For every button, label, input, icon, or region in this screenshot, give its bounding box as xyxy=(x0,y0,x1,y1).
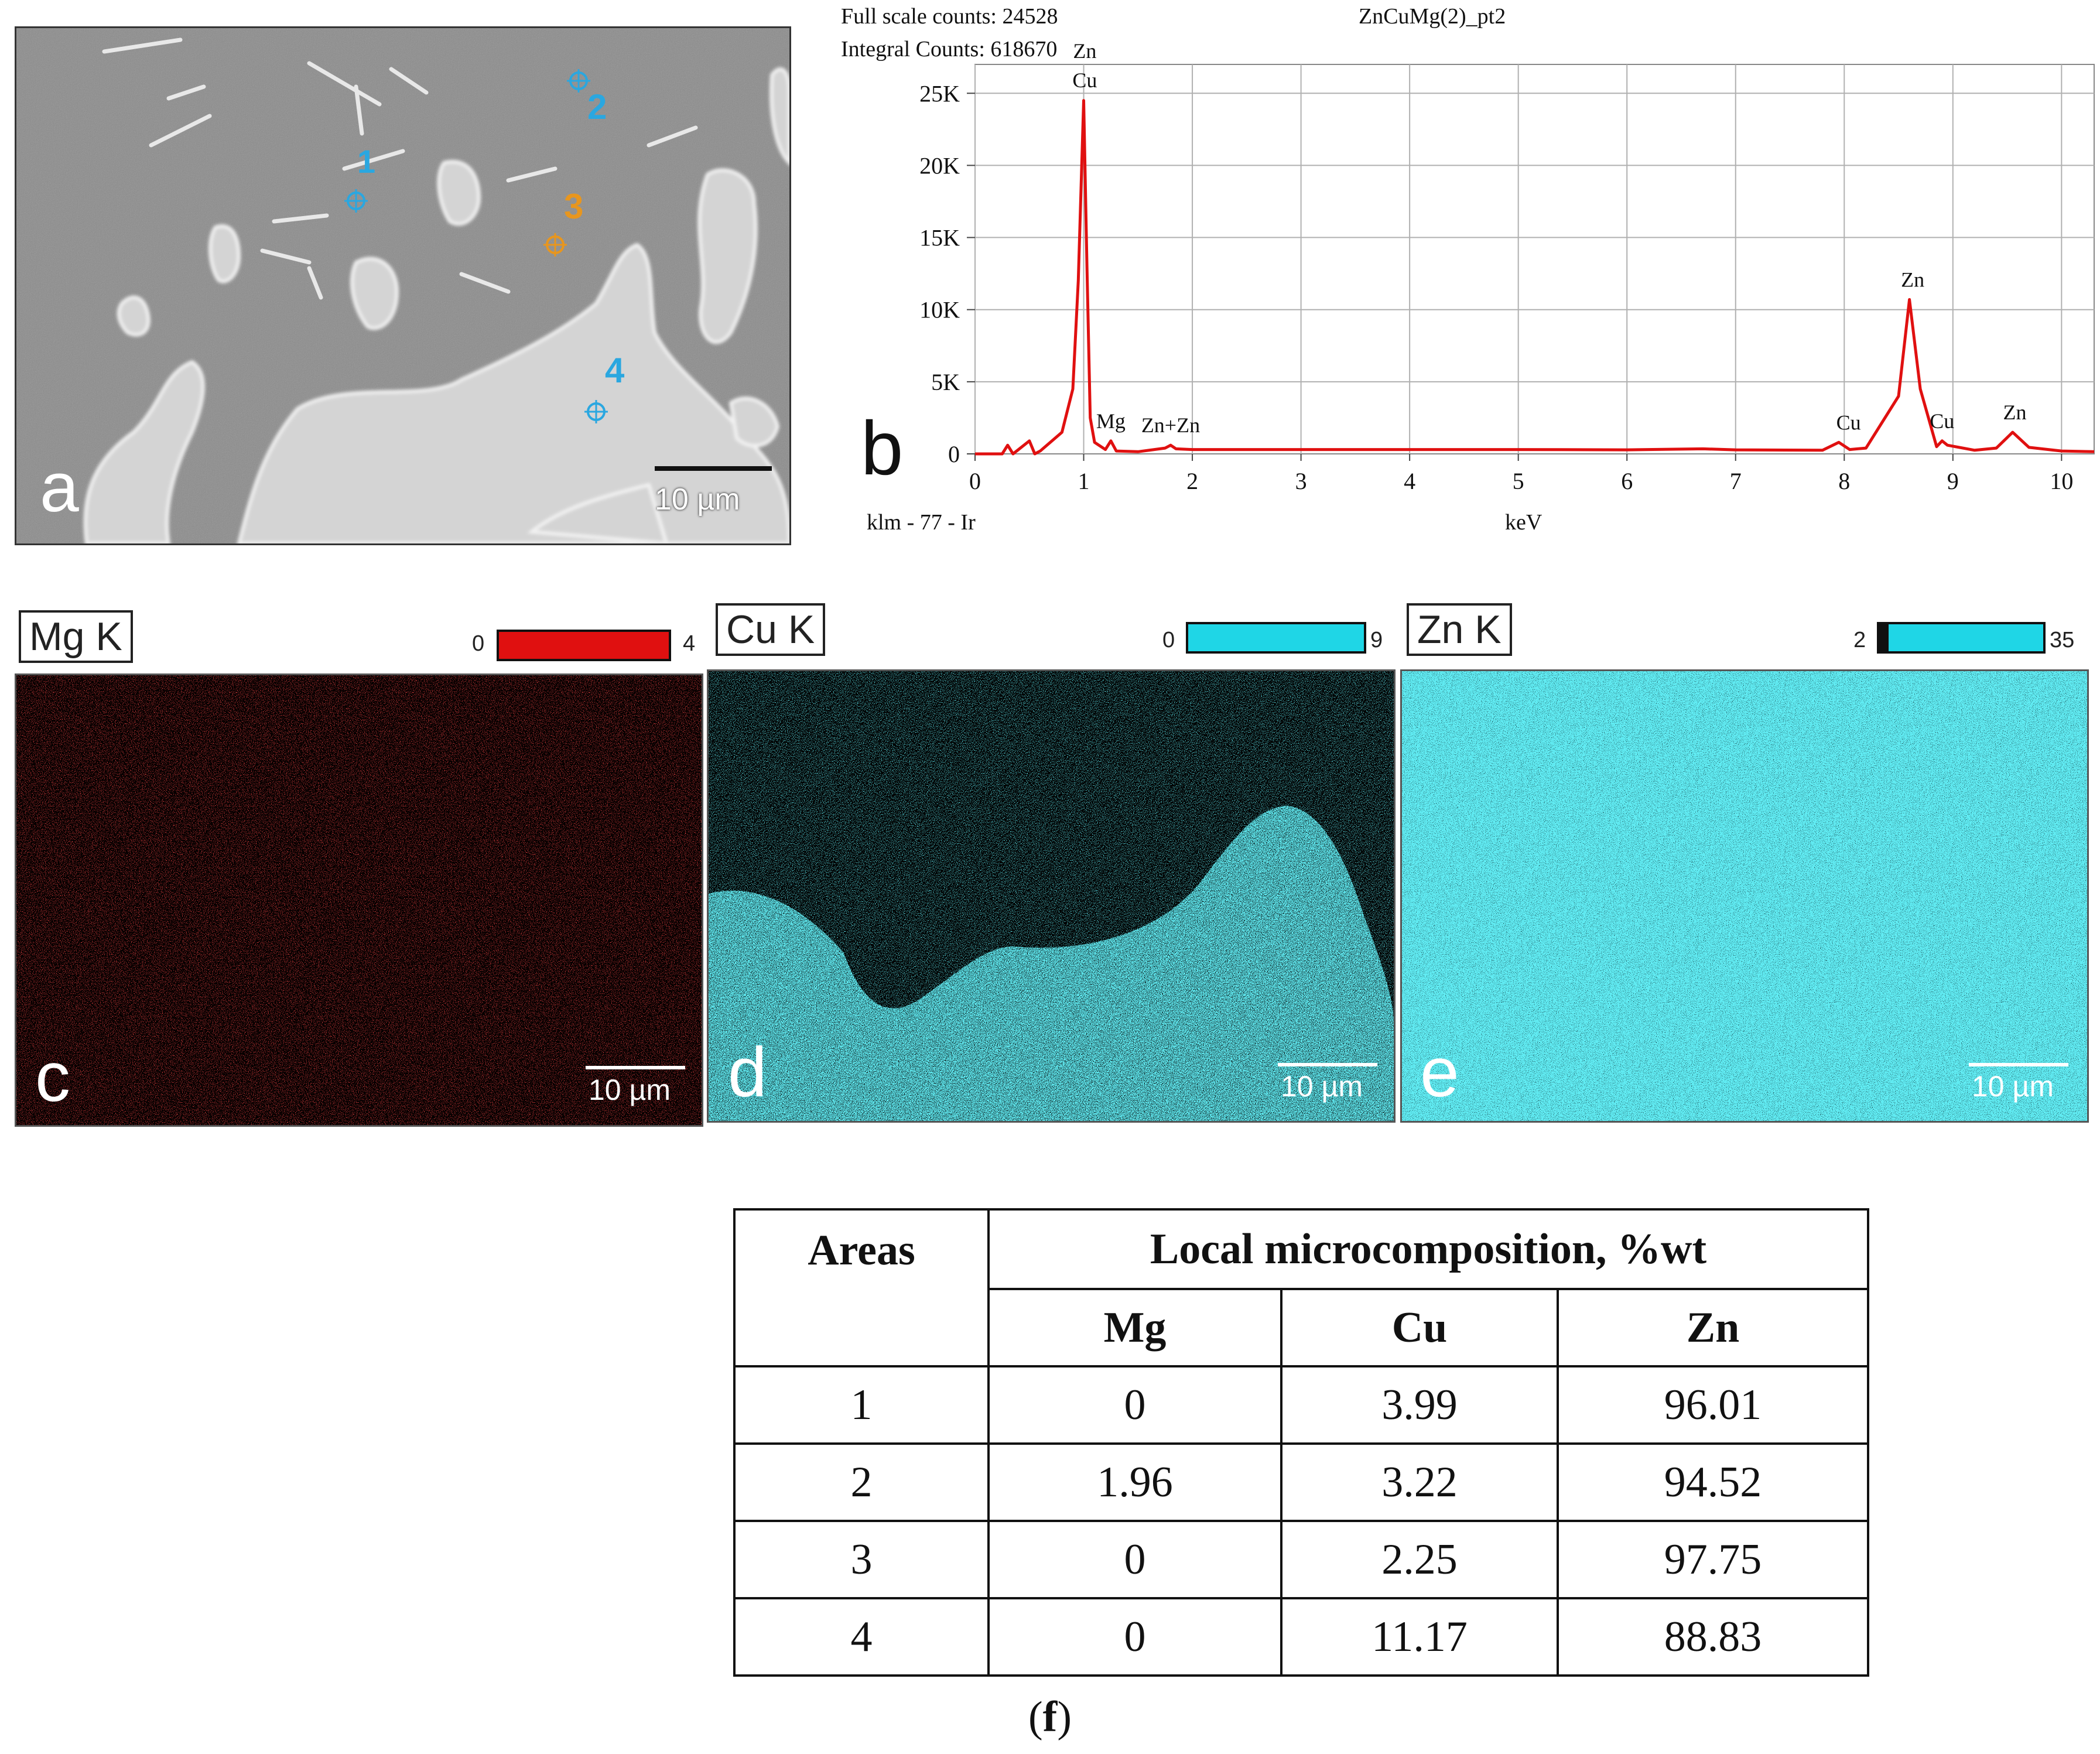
point-label-2: 2 xyxy=(587,87,607,126)
table-cell: 96.01 xyxy=(1557,1365,1869,1445)
table-cell: 1.96 xyxy=(987,1442,1282,1522)
peak-label: Zn xyxy=(1901,268,1924,291)
map-d-scale-label: 10 µm xyxy=(1281,1070,1363,1103)
spectrum-name: ZnCuMg(2)_pt2 xyxy=(1359,4,1506,29)
table-header-zn: Zn xyxy=(1557,1288,1869,1367)
eds-spectrum-panel: Full scale counts: 24528 Integral Counts… xyxy=(820,0,2100,551)
sem-micrograph-image xyxy=(16,28,789,543)
table-header-mg: Mg xyxy=(987,1288,1282,1367)
x-tick-label: 0 xyxy=(969,468,981,494)
x-tick-label: 2 xyxy=(1186,468,1198,494)
panel-letter-e: e xyxy=(1420,1033,1459,1112)
table-cell: 0 xyxy=(987,1365,1282,1445)
panel-letter-b: b xyxy=(861,405,904,491)
element-map-zn xyxy=(1400,669,2089,1123)
peak-label: Cu xyxy=(1930,409,1954,433)
point-label-4: 4 xyxy=(605,351,625,390)
table-cell: 94.52 xyxy=(1557,1442,1869,1522)
y-tick-label: 5K xyxy=(931,369,960,395)
map-c-scale-max: 4 xyxy=(683,631,696,656)
point-marker-3 xyxy=(541,230,570,259)
map-d-scale-bar xyxy=(1278,1063,1377,1066)
x-tick-label: 1 xyxy=(1078,468,1090,494)
point-label-3: 3 xyxy=(564,187,584,226)
map-label-zn: Zn K xyxy=(1407,603,1512,656)
map-e-scale-bar xyxy=(1969,1063,2068,1066)
element-map-cu xyxy=(707,669,1396,1123)
table-row: 3 0 2.25 97.75 xyxy=(733,1520,1869,1599)
full-scale-counts: Full scale counts: 24528 xyxy=(841,4,1058,29)
table-cell: 1 xyxy=(733,1365,990,1445)
map-e-scale-min: 2 xyxy=(1853,628,1866,652)
x-tick-label: 10 xyxy=(2050,468,2073,494)
caption-letter: f xyxy=(1042,1693,1058,1741)
table-cell: 0 xyxy=(987,1597,1282,1677)
table-cell: 11.17 xyxy=(1280,1597,1559,1677)
x-tick-label: 3 xyxy=(1295,468,1307,494)
table-cell: 4 xyxy=(733,1597,990,1677)
y-tick-label: 20K xyxy=(919,152,960,179)
microcomposition-table: Areas Local microcomposition, %wt Mg Cu … xyxy=(733,1208,1869,1677)
y-tick-label: 10K xyxy=(919,297,960,323)
x-tick-label: 8 xyxy=(1838,468,1850,494)
spectrum-line xyxy=(975,99,2095,456)
map-label-cu: Cu K xyxy=(716,603,826,656)
table-cell: 88.83 xyxy=(1557,1597,1869,1677)
sem-micrograph-panel: 1 2 3 4 a 10 µm xyxy=(15,26,791,545)
map-c-scale-min: 0 xyxy=(472,631,485,656)
table-cell: 3.99 xyxy=(1280,1365,1559,1445)
table-row: 2 1.96 3.22 94.52 xyxy=(733,1442,1869,1522)
x-tick-label: 5 xyxy=(1513,468,1524,494)
x-tick-label: 4 xyxy=(1404,468,1415,494)
table-cell: 2.25 xyxy=(1280,1520,1559,1599)
panel-letter-d: d xyxy=(728,1033,767,1112)
map-c-scale-label: 10 µm xyxy=(589,1073,671,1106)
x-axis-label: keV xyxy=(1505,510,1542,535)
map-c-color-scale xyxy=(497,630,671,661)
element-map-mg xyxy=(15,673,703,1127)
map-d-color-scale xyxy=(1186,622,1366,654)
table-row: 4 0 11.17 88.83 xyxy=(733,1597,1869,1677)
point-marker-2 xyxy=(564,66,593,95)
spectrum-chart: 0 1 2 3 4 5 6 7 8 9 10 0 5K 10K 15K 20K 25K Cu Zn Mg Zn+Zn Cu… xyxy=(919,39,2095,494)
peak-label: Zn+Zn xyxy=(1141,413,1200,437)
y-tick-label: 0 xyxy=(948,441,960,467)
table-cell: 2 xyxy=(733,1442,990,1522)
x-tick-label: 9 xyxy=(1947,468,1959,494)
map-e-scale-label: 10 µm xyxy=(1972,1070,2054,1103)
peak-label: Mg xyxy=(1096,409,1126,433)
point-marker-1 xyxy=(341,186,371,216)
map-e-scale-max: 35 xyxy=(2050,628,2075,652)
peak-label: Cu xyxy=(1072,69,1097,92)
table-header-cu: Cu xyxy=(1280,1288,1559,1367)
panel-letter-c: c xyxy=(35,1038,70,1116)
peak-label: Zn xyxy=(2003,401,2027,424)
point-label-1: 1 xyxy=(357,143,376,180)
table-header-group: Local microcomposition, %wt xyxy=(987,1208,1869,1290)
integral-counts: Integral Counts: 618670 xyxy=(841,37,1058,61)
spectrum-footer-left: klm - 77 - Ir xyxy=(867,510,976,535)
table-cell: 3.22 xyxy=(1280,1442,1559,1522)
x-tick-label: 7 xyxy=(1730,468,1742,494)
scale-bar-label: 10 µm xyxy=(655,483,740,517)
x-tick-label: 6 xyxy=(1621,468,1633,494)
peak-label: Zn xyxy=(1073,39,1096,63)
map-label-mg: Mg K xyxy=(19,610,133,663)
y-tick-label: 25K xyxy=(919,80,960,107)
table-cell: 3 xyxy=(733,1520,990,1599)
peak-label: Cu xyxy=(1836,411,1861,434)
map-d-scale-min: 0 xyxy=(1162,628,1175,652)
y-tick-label: 15K xyxy=(919,225,960,251)
figure-caption-f: (f) xyxy=(1028,1693,1072,1741)
panel-letter-a: a xyxy=(40,448,79,526)
map-d-scale-max: 9 xyxy=(1370,628,1383,652)
plot-frame xyxy=(974,64,2095,454)
table-header-areas: Areas xyxy=(733,1208,990,1367)
point-marker-4 xyxy=(582,397,611,426)
map-c-scale-bar xyxy=(586,1066,685,1069)
table-cell: 97.75 xyxy=(1557,1520,1869,1599)
map-e-color-scale xyxy=(1877,622,2046,654)
table-row: 1 0 3.99 96.01 xyxy=(733,1365,1869,1445)
table-cell: 0 xyxy=(987,1520,1282,1599)
